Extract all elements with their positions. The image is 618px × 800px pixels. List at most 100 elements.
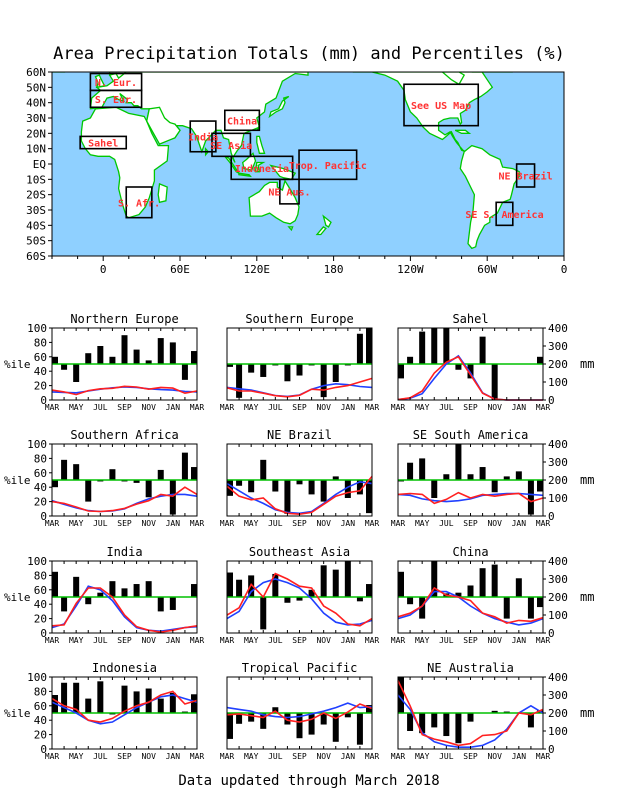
region-box [89,89,143,109]
land-borneo [241,152,257,171]
percentile-bar [527,597,534,619]
percentile-bar [431,561,438,597]
month-label: JUL [439,519,454,528]
percentile-bar [431,713,438,728]
month-label: JUL [93,403,108,412]
atlantic-wrap [512,72,564,109]
percentile-bar [419,458,426,480]
percentile-bar [61,364,68,370]
percentile-bar [527,480,534,515]
percentile-tick-label: 40 [34,598,47,611]
normal-precip-line [51,694,198,725]
month-label: MAY [244,752,259,761]
month-label: NOV [141,752,156,761]
month-label: JAN [512,403,527,412]
month-label: NOV [316,519,331,528]
percentile-bar [515,471,522,480]
percentile-bar [284,364,291,382]
percentile-tick-label: 100 [27,438,47,451]
percentile-bar [366,705,372,713]
land-northamerica [352,72,494,153]
panel-title: Northern Europe [70,312,178,326]
lat-tick-label: 40N [26,97,46,110]
region-box [298,149,358,181]
mm-tick-label: 0 [548,743,555,756]
percentile-tick-label: 0 [40,394,47,407]
region-label: NE Aus. [268,188,310,199]
month-label: JUL [268,636,283,645]
month-label: JUL [439,636,454,645]
lat-tick-label: EQ [33,158,46,171]
percentile-tick-label: 100 [27,322,47,335]
mm-tick-label: 100 [548,492,568,505]
month-label: NOV [316,403,331,412]
month-label: JAN [166,636,181,645]
month-label: NOV [487,519,502,528]
percentile-bar [272,707,279,713]
mm-tick-label: 200 [548,474,568,487]
region-label: See US Map [411,101,471,112]
percentile-tick-label: 80 [34,685,47,698]
region-label: Trop. Pacific [289,160,367,172]
month-label: JUL [93,636,108,645]
month-label: MAY [415,519,430,528]
chart-panel: Southeast Asia MAR MAY JUL SEP NOV JAN MAR [220,545,380,645]
percentile-bar [157,698,164,713]
month-label: MAR [391,403,406,412]
percentile-tick-label: 20 [34,496,47,509]
normal-precip-line [226,702,373,719]
percentile-bar [181,364,188,380]
percentile-bar [191,694,197,713]
panel-title: SE South America [413,428,529,442]
land-madagascar [157,182,168,204]
mm-axis-label: mm [580,473,594,487]
percentile-bar [332,476,339,480]
percentile-bar [398,364,404,379]
observed-precip-line [51,486,198,513]
percentile-bar [169,342,176,364]
percentile-bar [284,713,291,725]
percentile-bar [227,713,233,739]
month-label: MAR [536,519,551,528]
percentile-axis-label: %ile [4,474,31,487]
month-label: MAY [244,636,259,645]
percentile-bar [308,480,315,495]
month-label: MAR [45,636,60,645]
month-label: NOV [141,403,156,412]
region-label: SE Asia [210,140,252,152]
month-label: MAY [69,752,84,761]
mm-tick-label: 300 [548,340,568,353]
month-label: SEP [463,636,478,645]
region-box [403,83,480,127]
percentile-bar [407,713,414,731]
lat-tick-label: 10N [26,143,46,156]
month-label: MAR [45,752,60,761]
observed-precip-line [226,703,373,723]
percentile-bar [344,713,351,718]
percentile-bar [61,459,68,480]
mm-tick-label: 200 [548,591,568,604]
page-title: Area Precipitation Totals (mm) and Perce… [53,44,565,64]
chart-panel: NE Brazil MAR MAY JUL SEP NOV JAN MAR [220,428,380,528]
percentile-bar [85,698,92,713]
world-map: 60N 50N 40N 30N 20N 10N EQ 10S 20S 30S 40S 50S 60S 0 6… [26,66,567,276]
mm-axis-label: mm [580,357,594,371]
month-label: SEP [463,403,478,412]
month-label: SEP [117,752,132,761]
lat-tick-label: 10S [26,173,46,186]
percentile-bar [97,681,104,713]
percentile-bar [181,452,188,480]
percentile-bar [109,356,116,364]
month-label: MAY [415,403,430,412]
percentile-tick-label: 20 [34,613,47,626]
percentile-bar [85,353,92,364]
region-label: SE S. America [465,209,543,221]
percentile-bar [157,338,164,364]
percentile-bar [296,480,303,485]
percentile-bar [419,331,426,364]
observed-precip-line [51,690,198,723]
month-label: JUL [268,403,283,412]
month-label: NOV [487,752,502,761]
month-label: MAY [415,752,430,761]
lat-tick-label: 30S [26,204,46,217]
